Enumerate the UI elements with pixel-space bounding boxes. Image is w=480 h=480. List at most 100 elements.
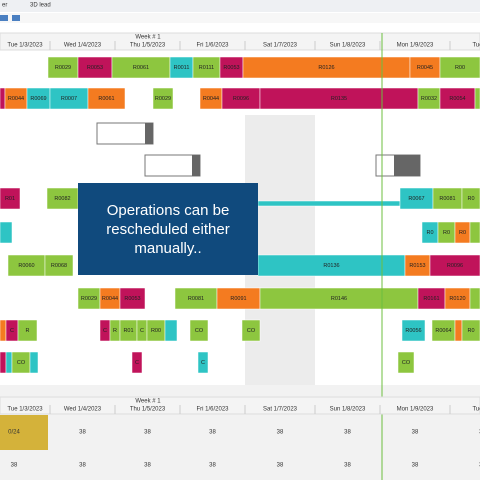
- task-label: R0045: [417, 65, 433, 71]
- task-label: R: [26, 328, 30, 334]
- day-label: Mon 1/9/2023: [397, 43, 434, 49]
- task-label: R0081: [439, 196, 455, 202]
- task-bar[interactable]: [119, 287, 146, 310]
- day-label: Thu 1/5/2023: [130, 407, 166, 413]
- task-bar[interactable]: [197, 351, 209, 374]
- task-label: R01: [123, 328, 133, 334]
- task-bar[interactable]: [131, 351, 143, 374]
- task-label: R0056: [405, 328, 421, 334]
- task-label: R0029: [55, 65, 71, 71]
- task-label: R0082: [54, 196, 70, 202]
- slot-handle: [145, 123, 153, 144]
- empty-slot: [144, 154, 201, 177]
- icon[interactable]: [12, 15, 20, 21]
- day-label: Tue 1/1: [472, 407, 480, 413]
- task-label: C: [103, 328, 107, 334]
- task-label: R0032: [421, 96, 437, 102]
- task-label: CO: [195, 328, 204, 334]
- task-label: R0029: [155, 96, 171, 102]
- day-label: Wed 1/4/2023: [64, 43, 102, 49]
- task-bar[interactable]: [44, 254, 74, 277]
- task-label: R0044: [8, 96, 24, 102]
- day-label: Wed 1/4/2023: [64, 407, 102, 413]
- task-bar[interactable]: [29, 351, 39, 374]
- capacity-value: 38: [79, 463, 86, 469]
- task-bar[interactable]: [469, 221, 480, 244]
- task-bar[interactable]: [461, 319, 480, 342]
- day-label: Fri 1/6/2023: [196, 407, 229, 413]
- task-bar[interactable]: [189, 319, 209, 342]
- task-label: R0029: [81, 296, 97, 302]
- toolbar-item: er: [2, 3, 7, 9]
- task-bar[interactable]: [152, 87, 174, 110]
- task-label: R0135: [331, 96, 347, 102]
- task-label: R0053: [223, 65, 239, 71]
- task-label: R0091: [230, 296, 246, 302]
- task-bar[interactable]: [401, 319, 426, 342]
- toolbar: [0, 0, 480, 12]
- task-label: R0060: [18, 263, 34, 269]
- capacity-value: 38: [277, 430, 284, 436]
- task-bar[interactable]: [454, 319, 463, 342]
- task-bar[interactable]: [0, 187, 21, 210]
- task-bar[interactable]: [87, 87, 126, 110]
- capacity-value: 38: [144, 463, 151, 469]
- task-label: R0054: [449, 96, 465, 102]
- task-label: R0153: [409, 263, 425, 269]
- capacity-value: 38: [277, 463, 284, 469]
- task-bar[interactable]: [439, 56, 480, 79]
- task-label: C: [10, 328, 14, 334]
- task-bar[interactable]: [429, 254, 480, 277]
- task-bar[interactable]: [257, 200, 401, 207]
- day-label: Tue 1/1: [472, 43, 480, 49]
- task-bar[interactable]: [164, 319, 178, 342]
- task-bar[interactable]: [0, 319, 7, 342]
- capacity-value: 38: [11, 463, 18, 469]
- day-label: Mon 1/9/2023: [397, 407, 434, 413]
- day-label: Tue 1/3/2023: [7, 407, 43, 413]
- task-label: R0111: [199, 65, 214, 71]
- task-label: R0044: [203, 96, 219, 102]
- task-label: R0136: [323, 263, 339, 269]
- icon[interactable]: [0, 15, 8, 21]
- day-label: Sat 1/7/2023: [263, 43, 298, 49]
- header-bg: [0, 396, 480, 415]
- task-label: R0: [459, 230, 466, 236]
- overlay-text: manually..: [134, 240, 201, 257]
- task-label: R0: [426, 230, 433, 236]
- task-label: C: [135, 360, 139, 366]
- task-bar[interactable]: [0, 221, 13, 244]
- task-label: R0: [467, 328, 474, 334]
- task-bar[interactable]: [0, 87, 6, 110]
- task-label: R00: [455, 65, 465, 71]
- capacity-value: 38: [144, 430, 151, 436]
- task-label: CO: [402, 360, 411, 366]
- task-label: R0044: [102, 296, 118, 302]
- task-bar[interactable]: [474, 87, 480, 110]
- task-bar[interactable]: [5, 351, 13, 374]
- task-label: R0: [443, 230, 450, 236]
- task-bar[interactable]: [469, 287, 480, 310]
- capacity-value: 38: [412, 463, 419, 469]
- capacity-value: 38: [209, 430, 216, 436]
- task-bar[interactable]: [461, 187, 480, 210]
- task-label: R0061: [133, 65, 149, 71]
- task-bar[interactable]: [241, 319, 261, 342]
- task-label: R0053: [124, 296, 140, 302]
- capacity-value: 38: [412, 430, 419, 436]
- task-label: R0096: [447, 263, 463, 269]
- task-label: R00: [151, 328, 161, 334]
- task-label: R0126: [318, 65, 334, 71]
- toolbar-icons: [0, 13, 480, 23]
- task-bar[interactable]: [17, 319, 38, 342]
- day-label: Fri 1/6/2023: [196, 43, 229, 49]
- task-label: R0053: [87, 65, 103, 71]
- task-bar[interactable]: [397, 351, 415, 374]
- task-bar[interactable]: [0, 351, 7, 374]
- overlay-text: rescheduled either: [106, 221, 229, 238]
- task-label: R0120: [449, 296, 465, 302]
- task-label: R0096: [233, 96, 249, 102]
- day-label: Tue 1/3/2023: [7, 43, 43, 49]
- slot-handle: [394, 155, 420, 176]
